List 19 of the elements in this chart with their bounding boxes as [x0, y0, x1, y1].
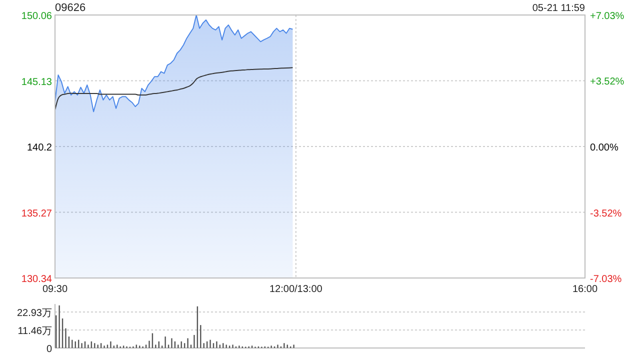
y3-tick-label: 11.46万: [18, 326, 52, 337]
x-tick-label: 16:00: [572, 284, 598, 295]
y-tick-label: 145.13: [21, 76, 52, 88]
y-tick-label: 140.2: [26, 142, 52, 154]
y-tick-label: 150.06: [21, 11, 52, 22]
x-tick-label: 12:00/13:00: [269, 284, 323, 295]
y-tick-label: 130.34: [21, 274, 52, 285]
text: 05-21 11:59: [532, 3, 586, 14]
y2-tick-label: 0.00%: [590, 142, 618, 154]
y3-tick-label: 22.93万: [16, 308, 52, 319]
x-tick-label: 09:30: [42, 284, 68, 295]
y2-tick-label: +3.52%: [590, 76, 624, 88]
chart-title: 09626: [55, 2, 86, 14]
y-tick-label: 135.27: [21, 208, 52, 220]
line-series: [54, 67, 294, 110]
y2-tick-label: +7.03%: [590, 11, 624, 22]
y3-tick-label: 0: [46, 344, 52, 355]
y2-tick-label: -7.03%: [590, 274, 622, 285]
y2-tick-label: -3.52%: [590, 208, 622, 220]
